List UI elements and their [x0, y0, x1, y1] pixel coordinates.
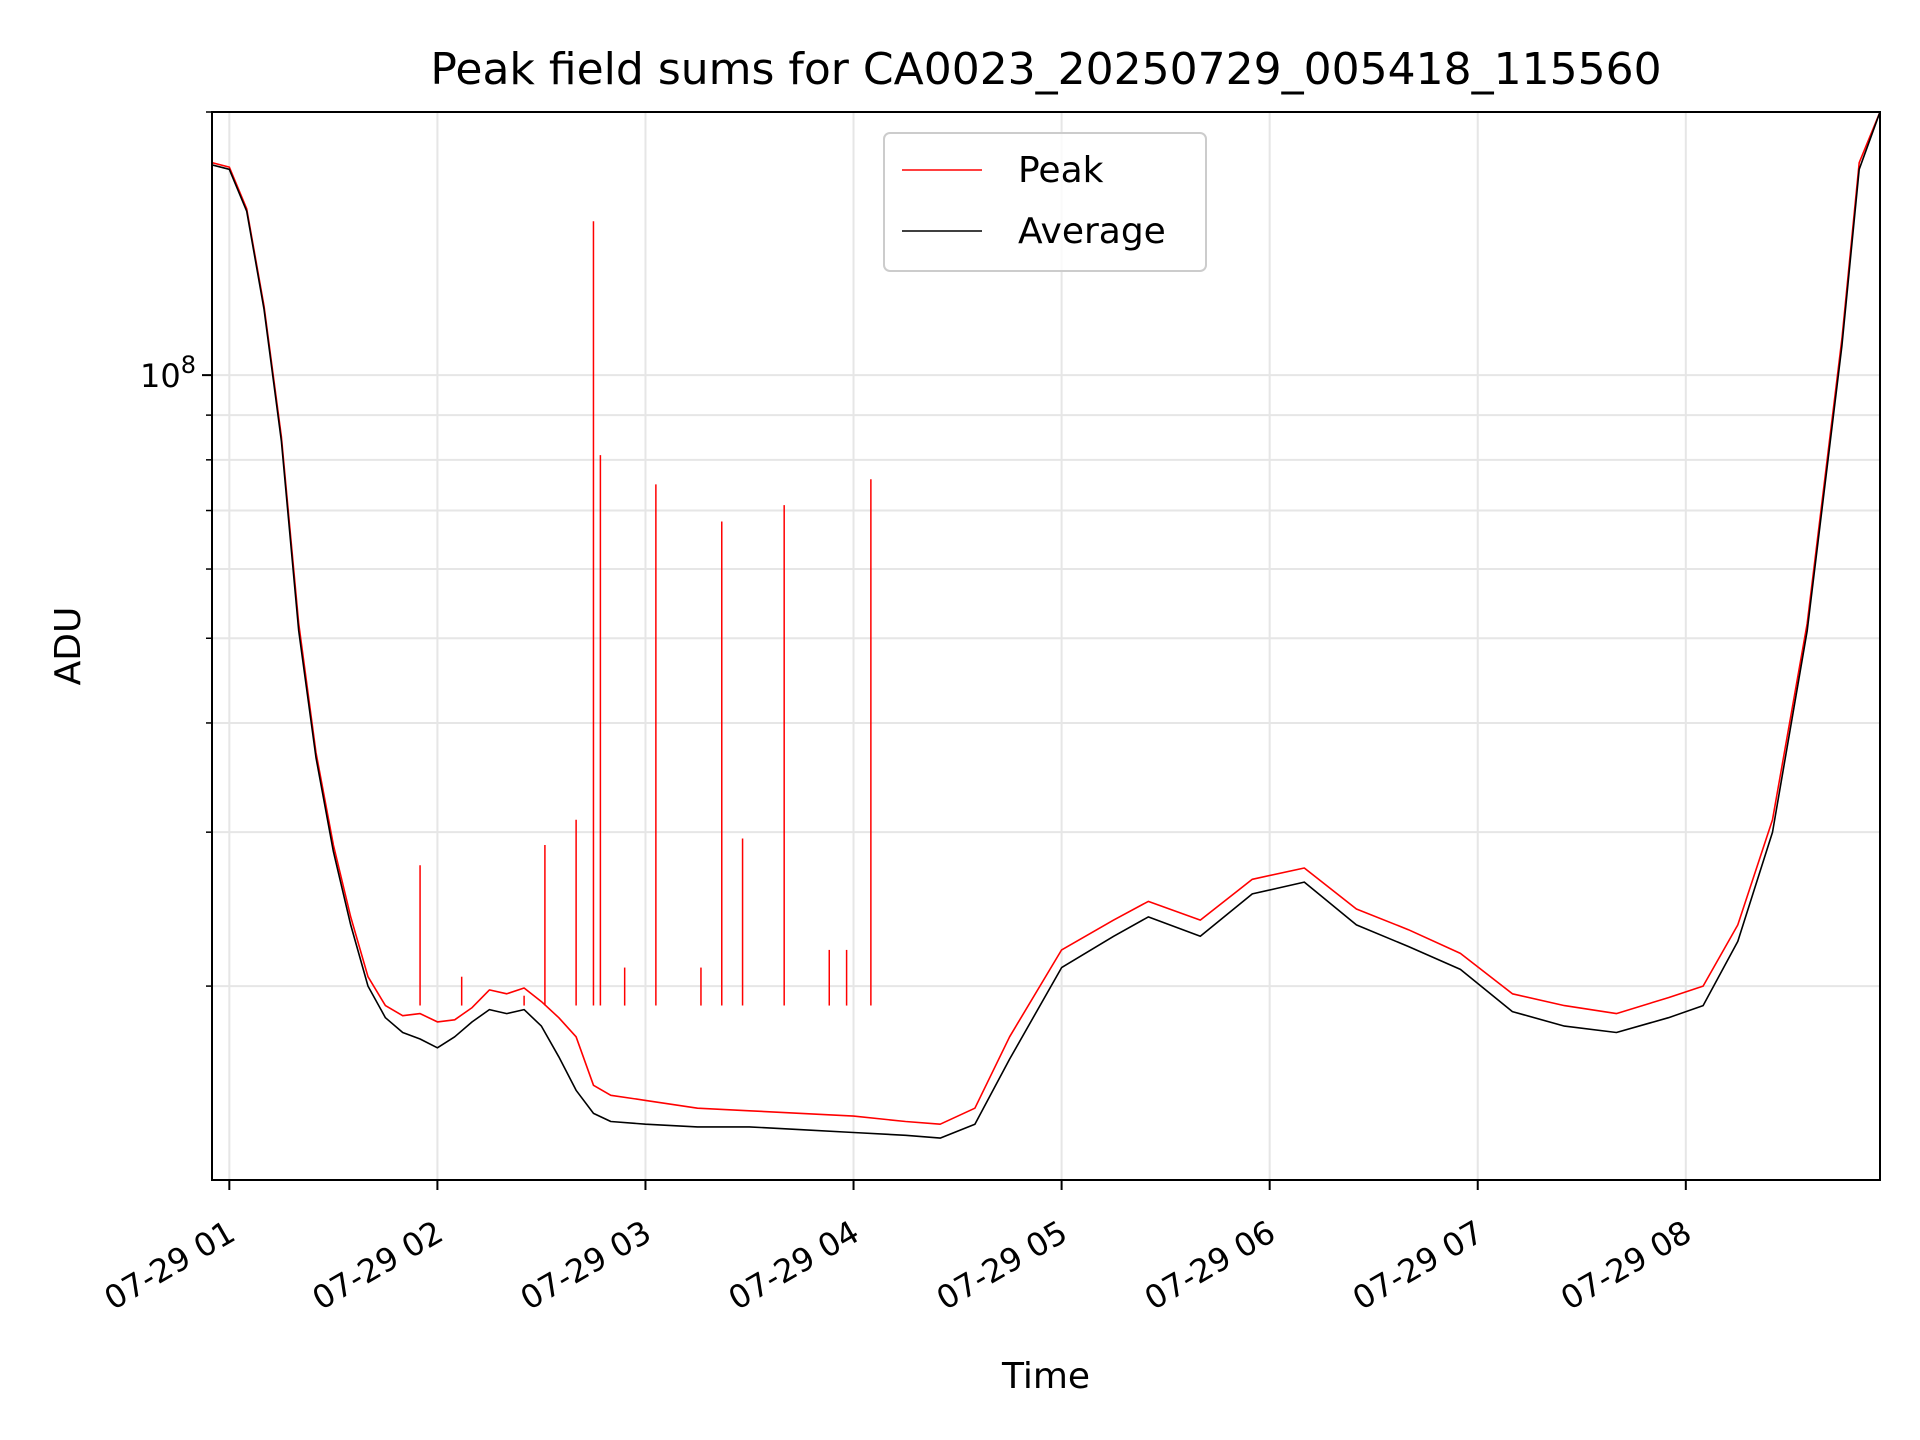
chart-title: Peak field sums for CA0023_20250729_0054…: [430, 44, 1661, 95]
grid: [212, 111, 1880, 1180]
plot-frame: [211, 111, 1881, 1181]
y-axis-label: ADU: [48, 607, 89, 686]
legend-box: [883, 132, 1207, 272]
x-axis-label: Time: [1001, 1356, 1090, 1397]
plot-lines: [212, 112, 1880, 1139]
y-axis: 108: [140, 111, 212, 987]
series-line-average: [212, 112, 1880, 1139]
legend: Peak Average: [883, 132, 1207, 272]
series-line-peak: [212, 112, 1880, 1125]
legend-label-peak: Peak: [1018, 150, 1104, 191]
legend-label-average: Average: [1018, 211, 1166, 252]
